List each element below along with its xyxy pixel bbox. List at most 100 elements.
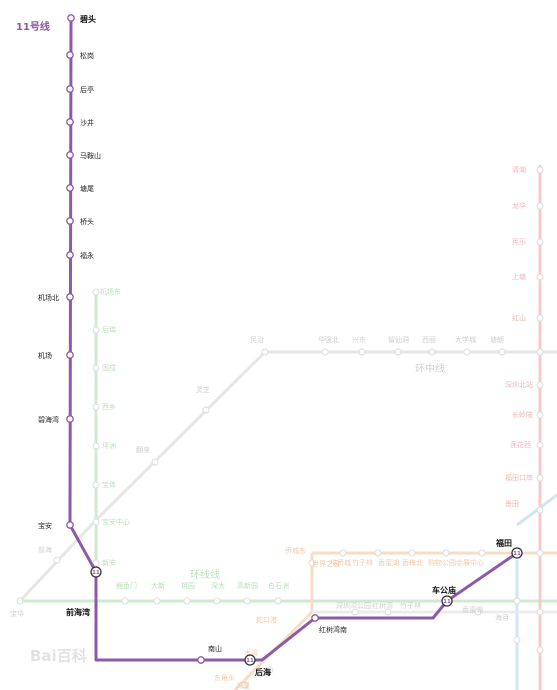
station-label: 福田 xyxy=(495,538,512,548)
svg-text:翻身: 翻身 xyxy=(136,445,150,454)
svg-text:西乡: 西乡 xyxy=(102,403,116,411)
station-marker[interactable] xyxy=(244,654,256,666)
station-label: 宝安 xyxy=(38,521,52,530)
svg-text:长岭陂: 长岭陂 xyxy=(512,410,533,419)
station-label: 桥头 xyxy=(80,217,94,226)
blue-line xyxy=(515,493,557,690)
svg-text:留仙洞: 留仙洞 xyxy=(388,335,409,344)
station-label: 红树湾南 xyxy=(319,625,347,634)
station-marker[interactable] xyxy=(66,217,74,225)
svg-text:白石洲: 白石洲 xyxy=(268,581,289,590)
svg-text:深圳北站: 深圳北站 xyxy=(505,380,533,389)
svg-text:会展中心: 会展中心 xyxy=(456,558,484,567)
svg-text:华强北: 华强北 xyxy=(318,335,339,344)
transfer-mark: 11 xyxy=(443,599,451,605)
svg-text:坪洲: 坪洲 xyxy=(102,442,116,450)
svg-text:新安: 新安 xyxy=(102,558,116,567)
svg-text:深大: 深大 xyxy=(211,581,225,590)
station-marker[interactable] xyxy=(66,151,74,159)
svg-text:大学城: 大学城 xyxy=(455,335,476,344)
svg-text:蛇口港: 蛇口港 xyxy=(256,615,277,624)
svg-text:宝华: 宝华 xyxy=(10,609,24,618)
line-title: 11号线 xyxy=(16,20,50,33)
station-label: 马鞍山 xyxy=(80,151,101,160)
svg-text:竹子林: 竹子林 xyxy=(400,601,421,610)
svg-text:清湖: 清湖 xyxy=(512,165,526,174)
station-label: 松岗 xyxy=(80,51,94,60)
background-labels: 机场东 后瑞 固戍 西乡 坪洲 宝体 宝安中心 新安 鲤鱼门 大新 桃园 深大 … xyxy=(10,165,533,690)
station-marker[interactable] xyxy=(66,251,74,259)
station-label: 塘尾 xyxy=(80,184,94,193)
svg-text:香蜜湖: 香蜜湖 xyxy=(462,605,483,614)
svg-text:固戍: 固戍 xyxy=(102,363,116,372)
svg-text:福田口岸: 福田口岸 xyxy=(505,473,533,482)
svg-text:桃园: 桃园 xyxy=(181,581,195,590)
baidu-watermark: Bai百科 xyxy=(30,647,87,665)
transfer-mark: 11 xyxy=(92,570,100,576)
svg-text:宝安中心: 宝安中心 xyxy=(102,517,130,526)
station-label: 福永 xyxy=(80,251,94,260)
station-marker[interactable] xyxy=(90,566,102,578)
svg-text:香梅北: 香梅北 xyxy=(402,558,423,567)
svg-text:东角头: 东角头 xyxy=(214,673,235,682)
station-label: 后亭 xyxy=(80,85,94,94)
svg-text:前海: 前海 xyxy=(38,545,52,554)
svg-text:红树湾: 红树湾 xyxy=(372,601,393,610)
station-label: 车公庙 xyxy=(432,585,456,595)
station-marker[interactable] xyxy=(66,521,74,529)
station-marker[interactable] xyxy=(66,351,74,359)
svg-text:高新园: 高新园 xyxy=(237,581,258,590)
station-label: 碧海湾 xyxy=(38,415,59,424)
line-11-track xyxy=(68,17,518,662)
station-marker[interactable] xyxy=(66,51,74,59)
station-marker[interactable] xyxy=(66,85,74,93)
svg-text:上塘: 上塘 xyxy=(512,272,526,281)
svg-text:大新: 大新 xyxy=(151,581,165,590)
station-label: 碧头 xyxy=(79,14,96,24)
station-label: 前海湾 xyxy=(66,607,90,617)
background-network xyxy=(16,165,557,690)
line-11-stations: 碧头松岗后亭沙井马鞍山塘尾桥头福永机场北机场碧海湾宝安11前海湾南山11后海红树… xyxy=(38,14,523,677)
svg-text:环中线: 环中线 xyxy=(415,362,445,375)
svg-text:水湾: 水湾 xyxy=(244,648,258,657)
svg-text:世界之窗: 世界之窗 xyxy=(312,559,340,568)
station-marker[interactable] xyxy=(67,14,75,22)
station-marker[interactable] xyxy=(66,293,74,301)
station-label: 南山 xyxy=(208,644,222,653)
svg-text:景田: 景田 xyxy=(505,500,519,508)
station-marker[interactable] xyxy=(311,614,319,622)
svg-text:后瑞: 后瑞 xyxy=(102,325,116,334)
svg-text:华侨城: 华侨城 xyxy=(330,558,351,567)
transfer-mark: 11 xyxy=(246,658,254,664)
station-label: 机场北 xyxy=(38,293,59,302)
svg-text:民乐: 民乐 xyxy=(512,237,526,246)
svg-text:宝体: 宝体 xyxy=(102,480,116,489)
svg-text:兴东: 兴东 xyxy=(352,335,366,344)
svg-text:机场东: 机场东 xyxy=(100,287,121,296)
svg-text:香蜜湖: 香蜜湖 xyxy=(378,558,399,567)
svg-text:塘朗: 塘朗 xyxy=(490,335,504,344)
station-marker[interactable] xyxy=(197,656,205,664)
svg-text:红山: 红山 xyxy=(512,313,526,322)
transfer-mark: 11 xyxy=(513,551,521,557)
svg-text:民治: 民治 xyxy=(250,335,264,344)
svg-text:侨城东: 侨城东 xyxy=(285,546,306,555)
svg-text:环线线: 环线线 xyxy=(190,568,220,581)
svg-text:灵芝: 灵芝 xyxy=(196,385,210,394)
station-marker[interactable] xyxy=(66,415,74,423)
station-label: 沙井 xyxy=(80,118,94,127)
station-marker[interactable] xyxy=(511,547,523,559)
svg-text:海月: 海月 xyxy=(495,613,509,622)
svg-text:湾厦: 湾厦 xyxy=(236,681,250,690)
svg-text:龙华: 龙华 xyxy=(512,201,526,210)
svg-text:竹子林: 竹子林 xyxy=(352,558,373,567)
station-marker[interactable] xyxy=(66,184,74,192)
station-marker[interactable] xyxy=(441,595,453,607)
station-label: 后海 xyxy=(255,667,271,677)
svg-text:鲤鱼门: 鲤鱼门 xyxy=(116,581,137,590)
svg-text:莲花西: 莲花西 xyxy=(510,440,531,449)
station-marker[interactable] xyxy=(66,118,74,126)
station-label: 机场 xyxy=(38,351,52,360)
svg-text:购物公园: 购物公园 xyxy=(428,558,456,567)
